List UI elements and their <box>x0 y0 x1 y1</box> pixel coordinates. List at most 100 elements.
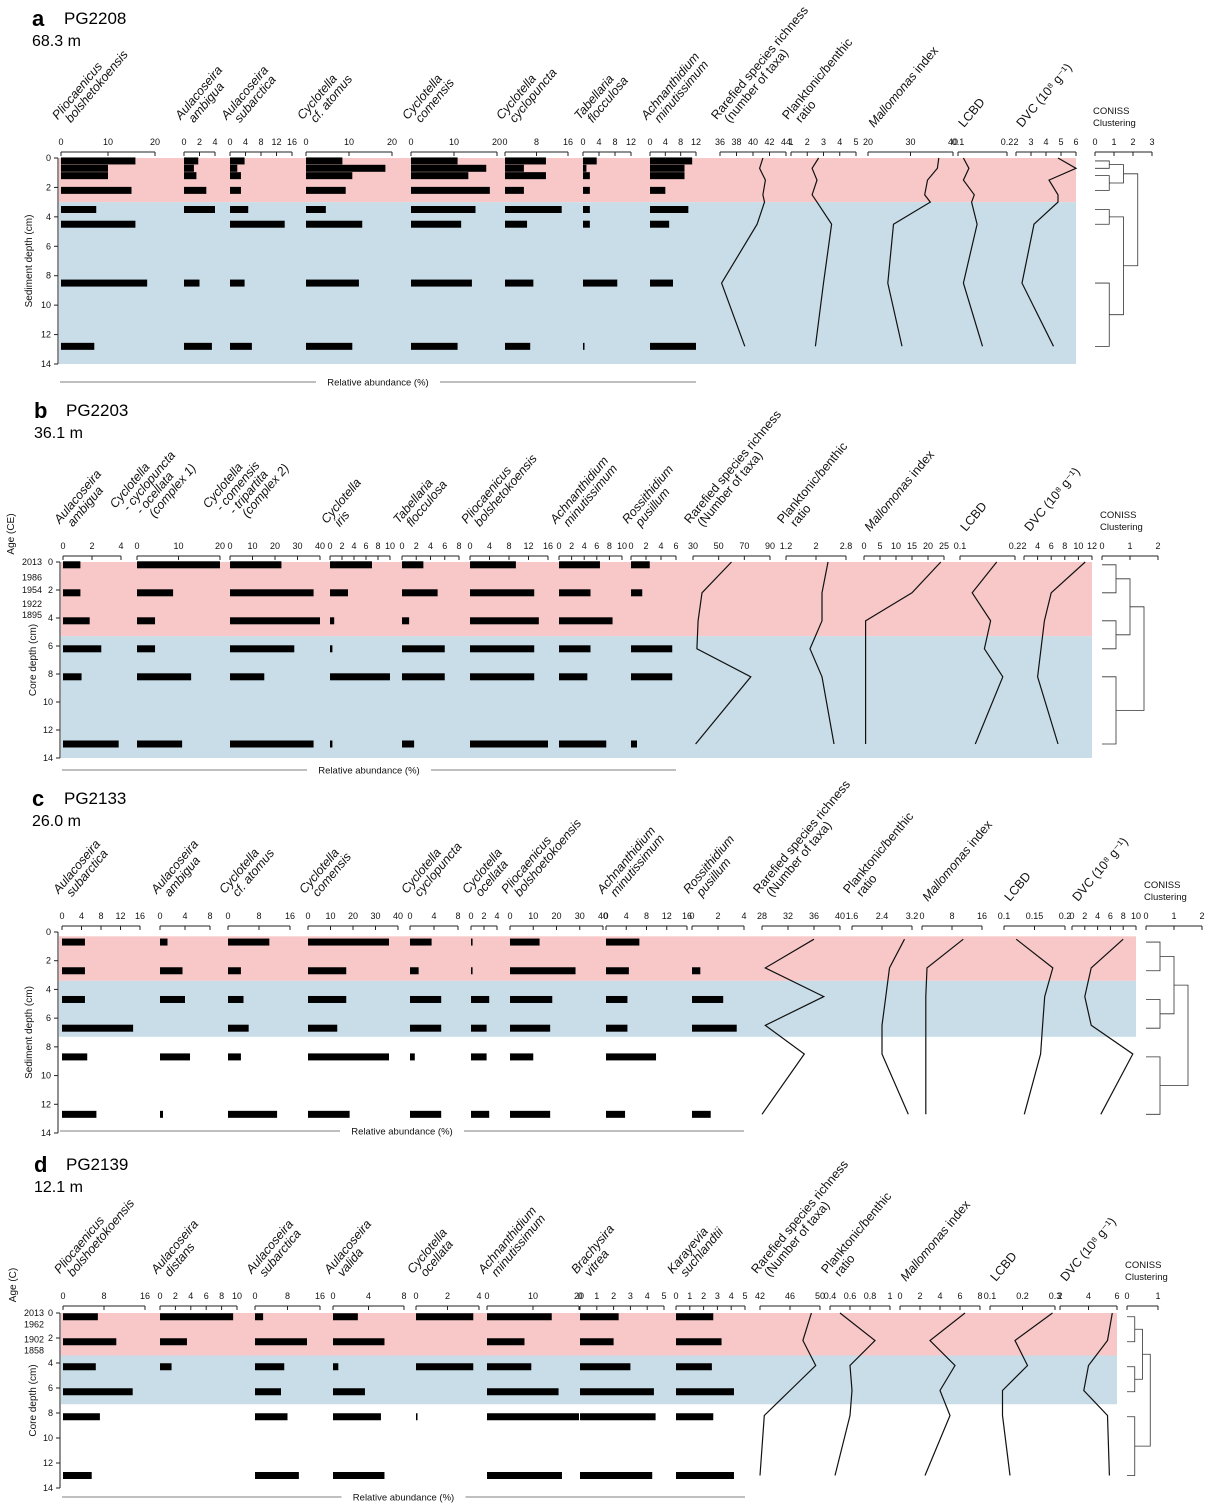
age-label: 1962 <box>24 1319 44 1329</box>
index-profile <box>881 938 909 1115</box>
abundance-bar <box>228 1053 241 1061</box>
column-tick-label: 0 <box>225 911 230 921</box>
age-label: 1954 <box>22 585 42 595</box>
index-profile <box>1036 561 1086 745</box>
column-tick-label: 70 <box>739 541 749 551</box>
zone-band <box>59 158 1076 203</box>
abundance-bar <box>306 206 326 213</box>
column-tick-label: 25 <box>939 541 949 551</box>
column-tick-label: 5 <box>661 1291 666 1301</box>
abundance-bar <box>330 673 390 681</box>
depth-tick-label: 6 <box>46 241 51 251</box>
column-tick-label: 8 <box>98 911 103 921</box>
index-profile <box>1001 1312 1053 1476</box>
column-tick-label: 40 <box>393 911 403 921</box>
column-tick-label: 0 <box>673 1291 678 1301</box>
depth-tick-label: 14 <box>43 753 53 763</box>
column-tick-label: 5 <box>1058 137 1063 147</box>
column-tick-label: 0 <box>1069 911 1074 921</box>
abundance-bar <box>559 589 591 597</box>
column-tick-label: 12 <box>662 911 672 921</box>
column-tick-label: 2.8 <box>840 541 853 551</box>
abundance-bar <box>61 164 108 172</box>
abundance-bar <box>470 589 535 597</box>
column-tick-label: 1.2 <box>780 541 793 551</box>
coniss-subtitle: Clustering <box>1125 1272 1168 1283</box>
column-tick-label: 0 <box>303 137 308 147</box>
column-tick-label: 0 <box>556 541 561 551</box>
column-tick-label: 12 <box>271 137 281 147</box>
column-tick-label: 4 <box>729 1291 734 1301</box>
column-title-word: index <box>965 817 995 849</box>
abundance-bar <box>402 561 424 569</box>
age-axis-label: Age (C) <box>8 1268 19 1302</box>
dendrogram-branch <box>1160 984 1189 1087</box>
abundance-bar <box>676 1413 714 1421</box>
column-tick-label: 0 <box>330 1291 335 1301</box>
column-tick-label: 0 <box>227 137 232 147</box>
column-tick-label: 2 <box>89 541 94 551</box>
column-tick-label: 10 <box>617 541 627 551</box>
abundance-bar <box>505 164 524 172</box>
column-tick-label: 10 <box>325 911 335 921</box>
abundance-bar <box>510 967 576 975</box>
column-tick-label: 0 <box>647 137 652 147</box>
column-tick-label: 10 <box>344 137 354 147</box>
dendrogram-branch <box>1095 175 1110 191</box>
abundance-bar <box>61 157 136 165</box>
column-tick-label: 3 <box>821 137 826 147</box>
column-tick-label: 4 <box>1086 1291 1091 1301</box>
column-tick-label: 1 <box>687 1291 692 1301</box>
column-tick-label: 0 <box>134 541 139 551</box>
abundance-bar <box>255 1363 285 1371</box>
column-tick-label: 8 <box>534 137 539 147</box>
column-tick-label: 10 <box>449 137 459 147</box>
column-title: Cyclotella- cyclopuncta- ocellata(comple… <box>107 448 199 520</box>
abundance-bar <box>583 186 590 194</box>
abundance-bar <box>61 172 108 180</box>
column-tick-label: 0 <box>861 541 866 551</box>
column-tick-label: 4 <box>188 1291 193 1301</box>
dendrogram-branch <box>1116 578 1131 636</box>
abundance-bar <box>184 157 199 165</box>
abundance-bar <box>330 617 335 625</box>
abundance-bar <box>510 1053 534 1061</box>
column-title: DVC (10⁸ g⁻¹) <box>1022 465 1083 534</box>
abundance-bar <box>411 279 472 287</box>
abundance-bar <box>63 1338 117 1346</box>
column-tick-label: 0 <box>468 911 473 921</box>
column-tick-label: 12 <box>523 541 533 551</box>
abundance-bar <box>230 172 241 180</box>
index-profile <box>925 938 964 1115</box>
column-title: DVC (10⁸ g⁻¹) <box>1014 61 1075 130</box>
abundance-bar <box>631 645 673 653</box>
column-tick-label: 0 <box>897 1291 902 1301</box>
abundance-bar <box>63 561 81 569</box>
column-title-line: Planktonic/benthic <box>774 439 850 526</box>
abundance-bar <box>650 157 693 165</box>
index-profile <box>1021 157 1078 347</box>
column-tick-label: 2 <box>569 541 574 551</box>
abundance-bar <box>184 279 200 287</box>
column-tick-label: 40 <box>598 911 608 921</box>
coniss-tick-label: 2 <box>1199 911 1204 921</box>
column-tick-label: 42 <box>764 137 774 147</box>
column-title-word: Mallomonas <box>862 471 918 534</box>
coniss-tick-label: 2 <box>1155 541 1160 551</box>
column-tick-label: 0 <box>407 911 412 921</box>
column-tick-label: 0 <box>577 1291 582 1301</box>
column-tick-label: 40 <box>835 911 845 921</box>
abundance-bar <box>402 740 415 748</box>
depth-axis-label: Sediment depth (cm) <box>24 215 35 308</box>
dendrogram-branch <box>1127 1416 1136 1476</box>
abundance-bar <box>63 740 119 748</box>
column-title-line: Mallomonas index <box>920 817 996 904</box>
